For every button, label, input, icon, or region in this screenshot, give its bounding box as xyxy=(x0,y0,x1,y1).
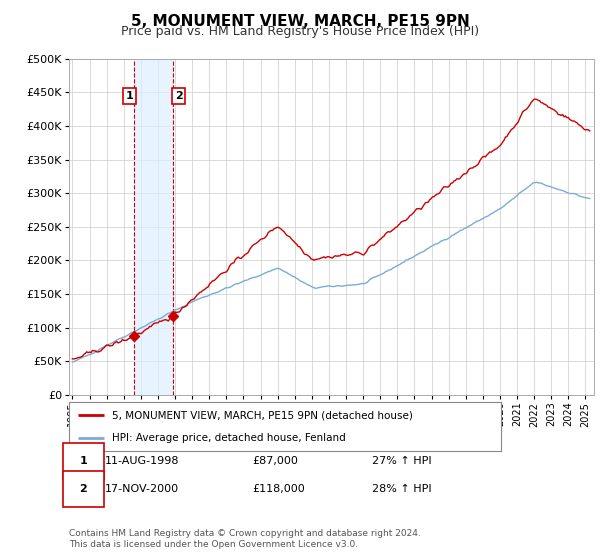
Text: 27% ↑ HPI: 27% ↑ HPI xyxy=(372,456,431,466)
Text: 1: 1 xyxy=(125,91,133,101)
Bar xyxy=(134,59,173,395)
Text: 2: 2 xyxy=(175,91,182,101)
Text: £87,000: £87,000 xyxy=(252,456,298,466)
Text: Price paid vs. HM Land Registry's House Price Index (HPI): Price paid vs. HM Land Registry's House … xyxy=(121,25,479,38)
Text: 2: 2 xyxy=(80,484,87,494)
Text: 11-AUG-1998: 11-AUG-1998 xyxy=(105,456,179,466)
Text: 5, MONUMENT VIEW, MARCH, PE15 9PN: 5, MONUMENT VIEW, MARCH, PE15 9PN xyxy=(131,14,469,29)
Text: 17-NOV-2000: 17-NOV-2000 xyxy=(105,484,179,494)
Text: 28% ↑ HPI: 28% ↑ HPI xyxy=(372,484,431,494)
Text: 1: 1 xyxy=(80,456,87,466)
Text: HPI: Average price, detached house, Fenland: HPI: Average price, detached house, Fenl… xyxy=(112,433,346,444)
Text: £118,000: £118,000 xyxy=(252,484,305,494)
Text: Contains HM Land Registry data © Crown copyright and database right 2024.
This d: Contains HM Land Registry data © Crown c… xyxy=(69,529,421,549)
Text: 5, MONUMENT VIEW, MARCH, PE15 9PN (detached house): 5, MONUMENT VIEW, MARCH, PE15 9PN (detac… xyxy=(112,410,413,421)
